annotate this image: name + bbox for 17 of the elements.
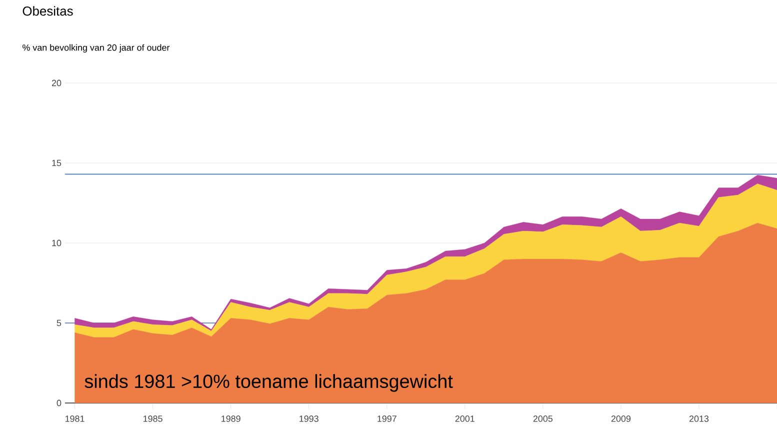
- y-tick-label: 5: [56, 320, 62, 326]
- chart-subtitle: % van bevolking van 20 jaar of ouder: [22, 44, 170, 53]
- x-tick-label: 2001: [455, 416, 474, 422]
- x-tick-label: 1981: [65, 416, 84, 422]
- x-tick-label: 1997: [378, 416, 396, 422]
- y-tick-label: 10: [52, 240, 62, 246]
- y-tick-label: 0: [56, 400, 62, 406]
- x-tick-label: 1985: [144, 416, 162, 422]
- chart-title: Obesitas: [22, 6, 73, 16]
- x-tick-label: 1989: [222, 416, 240, 422]
- annotation: sinds 1981 >10% toename lichaamsgewicht: [84, 374, 453, 392]
- y-tick-label: 20: [52, 80, 62, 86]
- x-tick-label: 1993: [300, 416, 318, 422]
- x-tick-label: 2013: [689, 416, 709, 422]
- y-tick-label: 15: [52, 160, 62, 166]
- x-tick-label: 2009: [611, 416, 631, 422]
- x-tick-label: 2005: [533, 416, 553, 422]
